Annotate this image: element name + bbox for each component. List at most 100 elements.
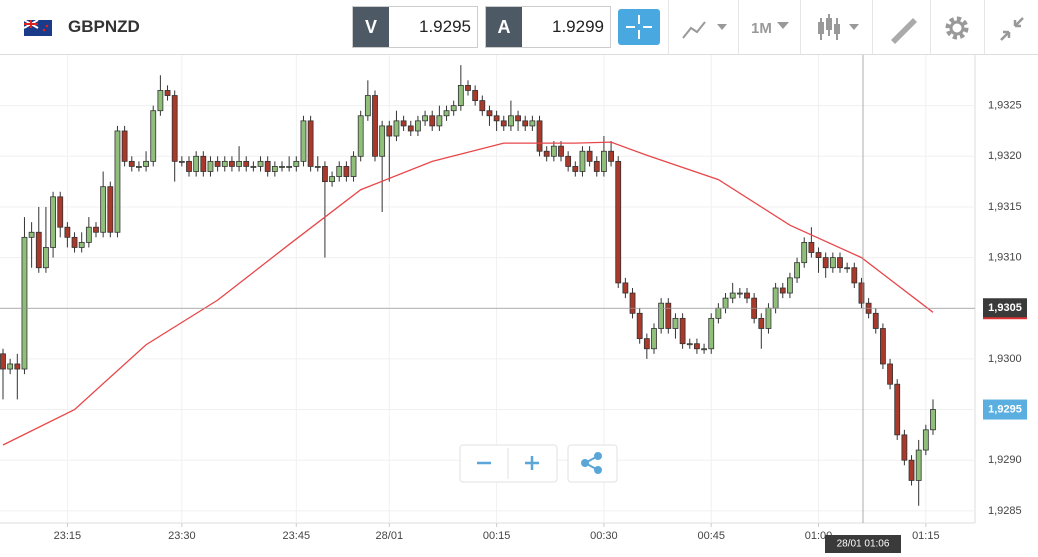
candle-body — [322, 166, 328, 183]
candle-body — [622, 282, 629, 294]
candle-body — [400, 120, 407, 127]
crosshair-time-box — [825, 535, 901, 553]
candle-body — [14, 363, 21, 370]
candle-body — [472, 90, 479, 101]
candle-body — [93, 226, 99, 233]
candle-body — [35, 231, 42, 269]
y-tick-label: 1,9325 — [988, 100, 1022, 112]
candle-body — [415, 120, 421, 132]
candle-body — [851, 267, 858, 284]
candle-body — [658, 302, 665, 329]
crosshair-price-label: 1,9305 — [988, 302, 1022, 314]
candle-body — [486, 110, 493, 117]
x-tick-label: 00:45 — [697, 530, 725, 542]
candle-body — [271, 166, 278, 172]
candle-body — [429, 115, 436, 127]
candle-body — [858, 282, 865, 304]
bid-box[interactable]: V 1.9295 — [352, 6, 478, 48]
candle-body — [171, 95, 178, 162]
bid-key: V — [353, 7, 389, 47]
candle-body — [508, 115, 514, 127]
y-tick-label: 1,9320 — [988, 150, 1022, 162]
candle-body — [593, 160, 600, 172]
x-tick-label: 23:30 — [168, 530, 196, 542]
candle-body — [221, 160, 228, 167]
candle-body — [894, 383, 901, 436]
candle-body — [386, 125, 393, 137]
candle-body — [708, 317, 715, 350]
candle-body — [64, 226, 71, 238]
crosshair-time-label: 28/01 01:06 — [837, 539, 890, 550]
candle-body — [908, 459, 915, 481]
candle-body — [136, 166, 142, 168]
zoom-in[interactable] — [525, 456, 539, 470]
candle-body — [250, 166, 257, 168]
candle-body — [522, 120, 529, 127]
y-tick-label: 1,9285 — [988, 505, 1022, 517]
candle-body — [586, 150, 593, 162]
candle-body — [314, 166, 321, 168]
candle-body — [608, 150, 614, 162]
candle-body — [794, 262, 800, 279]
candle-body — [558, 145, 564, 157]
moving-average — [2, 141, 934, 446]
candle-body — [264, 160, 271, 172]
candle-body — [243, 160, 250, 167]
candle-button[interactable] — [800, 0, 873, 54]
symbol: GBPNZD — [68, 17, 140, 36]
candle-body — [422, 115, 428, 122]
candle-body — [286, 166, 293, 168]
draw-button[interactable] — [872, 0, 931, 54]
candle-body — [822, 257, 829, 269]
share[interactable] — [581, 452, 602, 474]
candle-body — [178, 160, 185, 163]
candle-body — [565, 155, 572, 167]
candle-body — [500, 120, 507, 127]
timeframe-button[interactable]: 1M — [738, 0, 801, 54]
candle-body — [257, 160, 264, 167]
candle-body — [550, 145, 557, 157]
ask-box[interactable]: A 1.9299 — [485, 6, 611, 48]
settings-button[interactable] — [930, 0, 985, 54]
candle-body — [372, 95, 378, 157]
candle-body — [50, 196, 56, 248]
candle-body — [114, 130, 121, 233]
candle-body — [128, 160, 135, 167]
candle-body — [107, 186, 114, 233]
candle-body — [229, 160, 235, 167]
candle-body — [236, 160, 242, 167]
crosshair-button[interactable] — [618, 9, 660, 45]
candle-body — [922, 429, 929, 451]
y-tick-label: 1,9310 — [988, 252, 1022, 264]
candle-body — [300, 120, 307, 162]
candle-body — [71, 236, 78, 248]
candle-body — [829, 257, 836, 269]
y-tick-label: 1,9290 — [988, 454, 1022, 466]
candle-body — [28, 231, 35, 238]
candle-body — [78, 242, 85, 248]
candle-body — [636, 312, 643, 340]
candle-body — [529, 120, 536, 127]
candle-body — [200, 155, 207, 172]
candle-body — [143, 160, 149, 167]
candle-body — [193, 155, 200, 172]
candle-body — [686, 343, 693, 346]
candle-body — [443, 110, 450, 117]
candle-body — [436, 115, 443, 127]
candle-body — [57, 196, 64, 228]
flag — [24, 20, 52, 36]
candle-body — [379, 125, 386, 157]
candle-body — [515, 115, 521, 122]
candle-body — [479, 100, 486, 112]
candle-body — [758, 317, 765, 329]
candle-body — [744, 292, 750, 299]
chart-type-button[interactable] — [668, 0, 739, 54]
candle-body — [837, 257, 843, 269]
collapse-button[interactable] — [984, 0, 1038, 54]
candle-body — [465, 84, 471, 91]
candle-body — [930, 409, 936, 431]
candle-body — [186, 160, 192, 172]
candle-body — [701, 348, 707, 351]
